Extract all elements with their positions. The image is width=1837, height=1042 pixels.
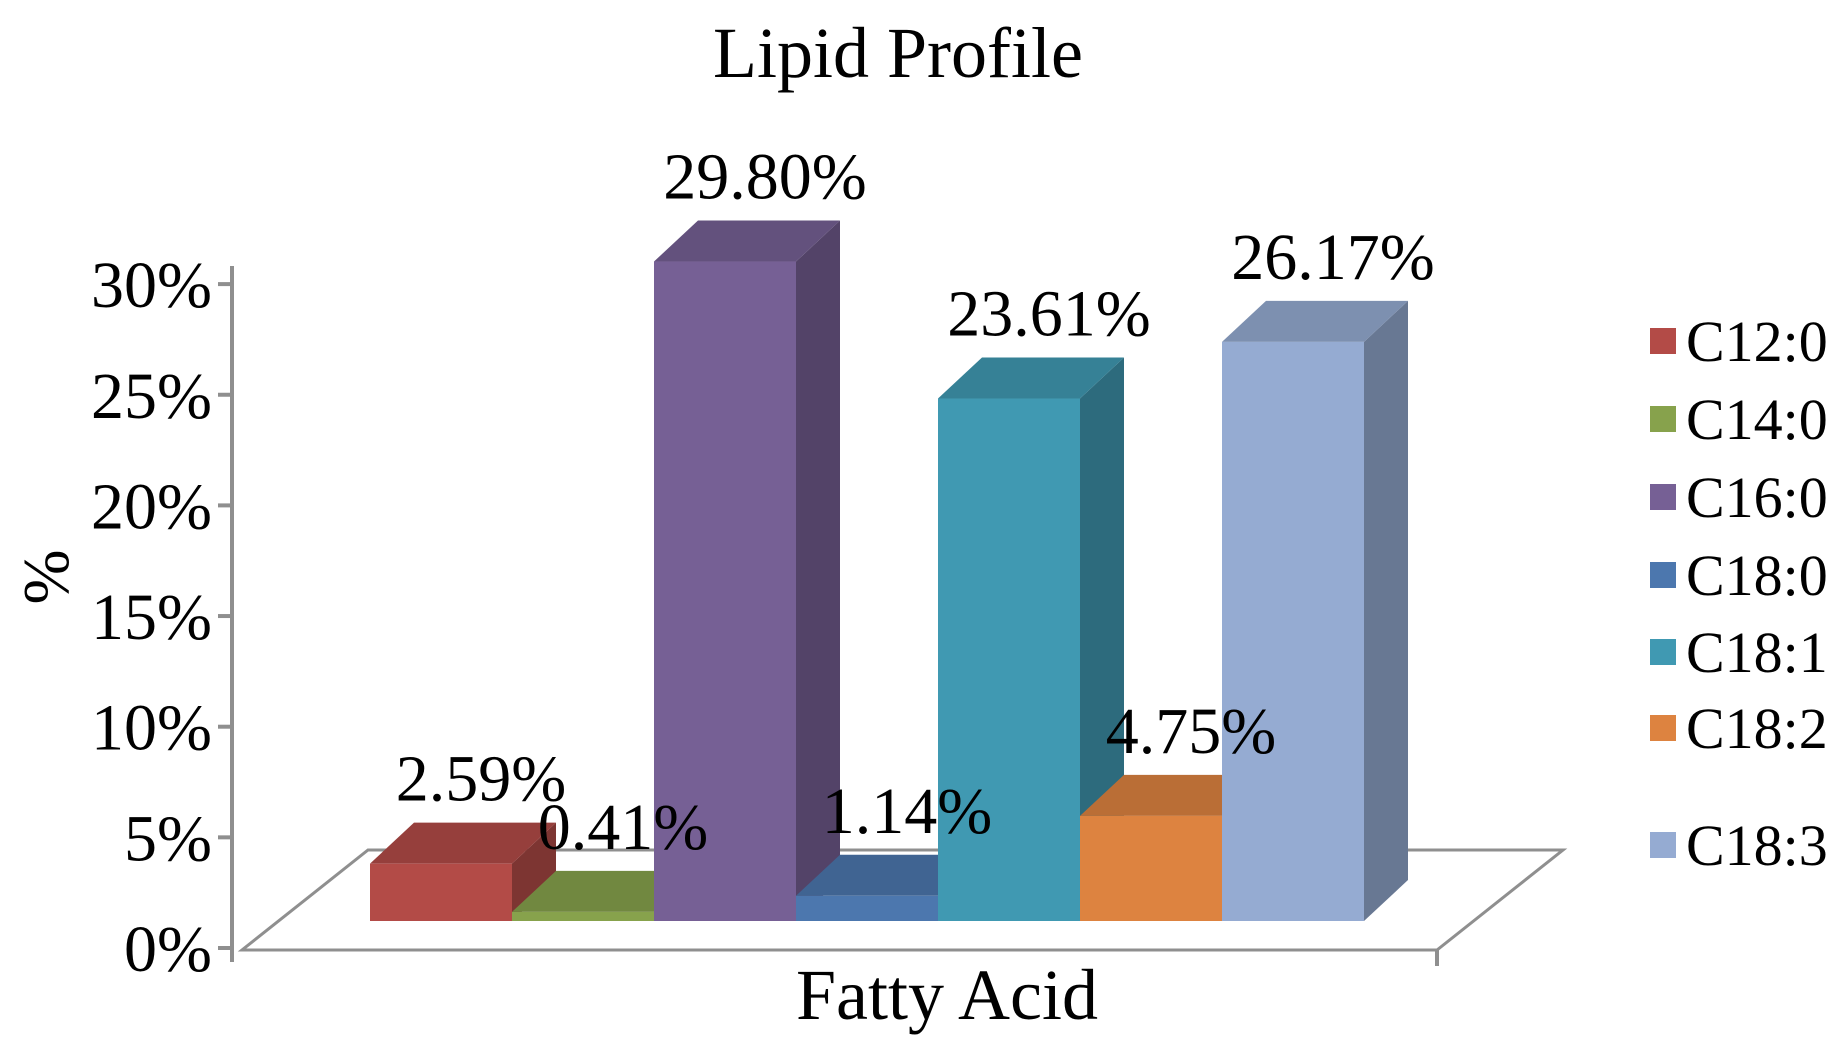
y-tick-label: 15% [91, 581, 212, 654]
bar-C18:3 [1222, 300, 1408, 921]
y-tick-label: 20% [91, 470, 212, 543]
bar-C12:0 [370, 822, 556, 921]
data-label-C18:0: 1.14% [822, 775, 992, 848]
bar-top-face [938, 357, 1124, 399]
data-label-C14:0: 0.41% [538, 791, 708, 864]
bar-front-face [938, 398, 1080, 921]
bar-C18:1 [938, 357, 1124, 921]
legend-swatch [1650, 562, 1676, 588]
legend-item-C18:1: C18:1 [1650, 620, 1828, 685]
bar-side-face [1364, 300, 1408, 921]
legend-item-C14:0: C14:0 [1650, 387, 1828, 452]
bar-side-face [512, 822, 556, 921]
legend-label: C16:0 [1686, 465, 1828, 530]
legend-swatch [1650, 639, 1676, 665]
legend-item-C16:0: C16:0 [1650, 465, 1828, 530]
legend-item-C18:0: C18:0 [1650, 543, 1828, 608]
legend-label: C18:2 [1686, 696, 1828, 761]
bar-front-face [796, 895, 938, 921]
legend-label: C18:0 [1686, 543, 1828, 608]
bar-top-face [370, 822, 556, 864]
bar-front-face [654, 261, 796, 921]
y-tick-label: 25% [91, 360, 212, 433]
legend-swatch [1650, 406, 1676, 432]
y-tick-label: 10% [91, 692, 212, 765]
data-label-C12:0: 2.59% [396, 743, 566, 816]
legend-swatch [1650, 715, 1676, 741]
legend-label: C18:3 [1686, 813, 1828, 878]
bar-top-face [654, 220, 840, 262]
legend-label: C12:0 [1686, 309, 1828, 374]
bar-top-face [796, 854, 982, 896]
legend-item-C12:0: C12:0 [1650, 309, 1828, 374]
bar-top-face [1222, 300, 1408, 342]
bar-front-face [1080, 815, 1222, 921]
bar-front-face [512, 911, 654, 921]
legend-label: C14:0 [1686, 387, 1828, 452]
data-label-C16:0: 29.80% [663, 141, 866, 214]
chart-title: Lipid Profile [713, 13, 1083, 93]
legend-swatch [1650, 328, 1676, 354]
bar-side-face [1080, 357, 1124, 921]
legend-item-C18:2: C18:2 [1650, 696, 1828, 761]
data-label-C18:2: 4.75% [1106, 695, 1276, 768]
legend-item-C18:3: C18:3 [1650, 813, 1828, 878]
bar-C16:0 [654, 220, 840, 921]
y-tick-label: 5% [124, 802, 212, 875]
legend-swatch [1650, 484, 1676, 510]
y-tick-label: 30% [91, 249, 212, 322]
y-tick-label: 0% [124, 913, 212, 986]
data-label-C18:1: 23.61% [947, 278, 1150, 351]
bar-top-face [1080, 774, 1266, 816]
bar-top-face [512, 870, 698, 912]
data-label-C18:3: 26.17% [1231, 221, 1434, 294]
bar-side-face [796, 220, 840, 921]
x-axis-title: Fatty Acid [796, 955, 1098, 1035]
legend-label: C18:1 [1686, 620, 1828, 685]
bar-front-face [370, 863, 512, 921]
bar-front-face [1222, 341, 1364, 921]
legend-swatch [1650, 832, 1676, 858]
